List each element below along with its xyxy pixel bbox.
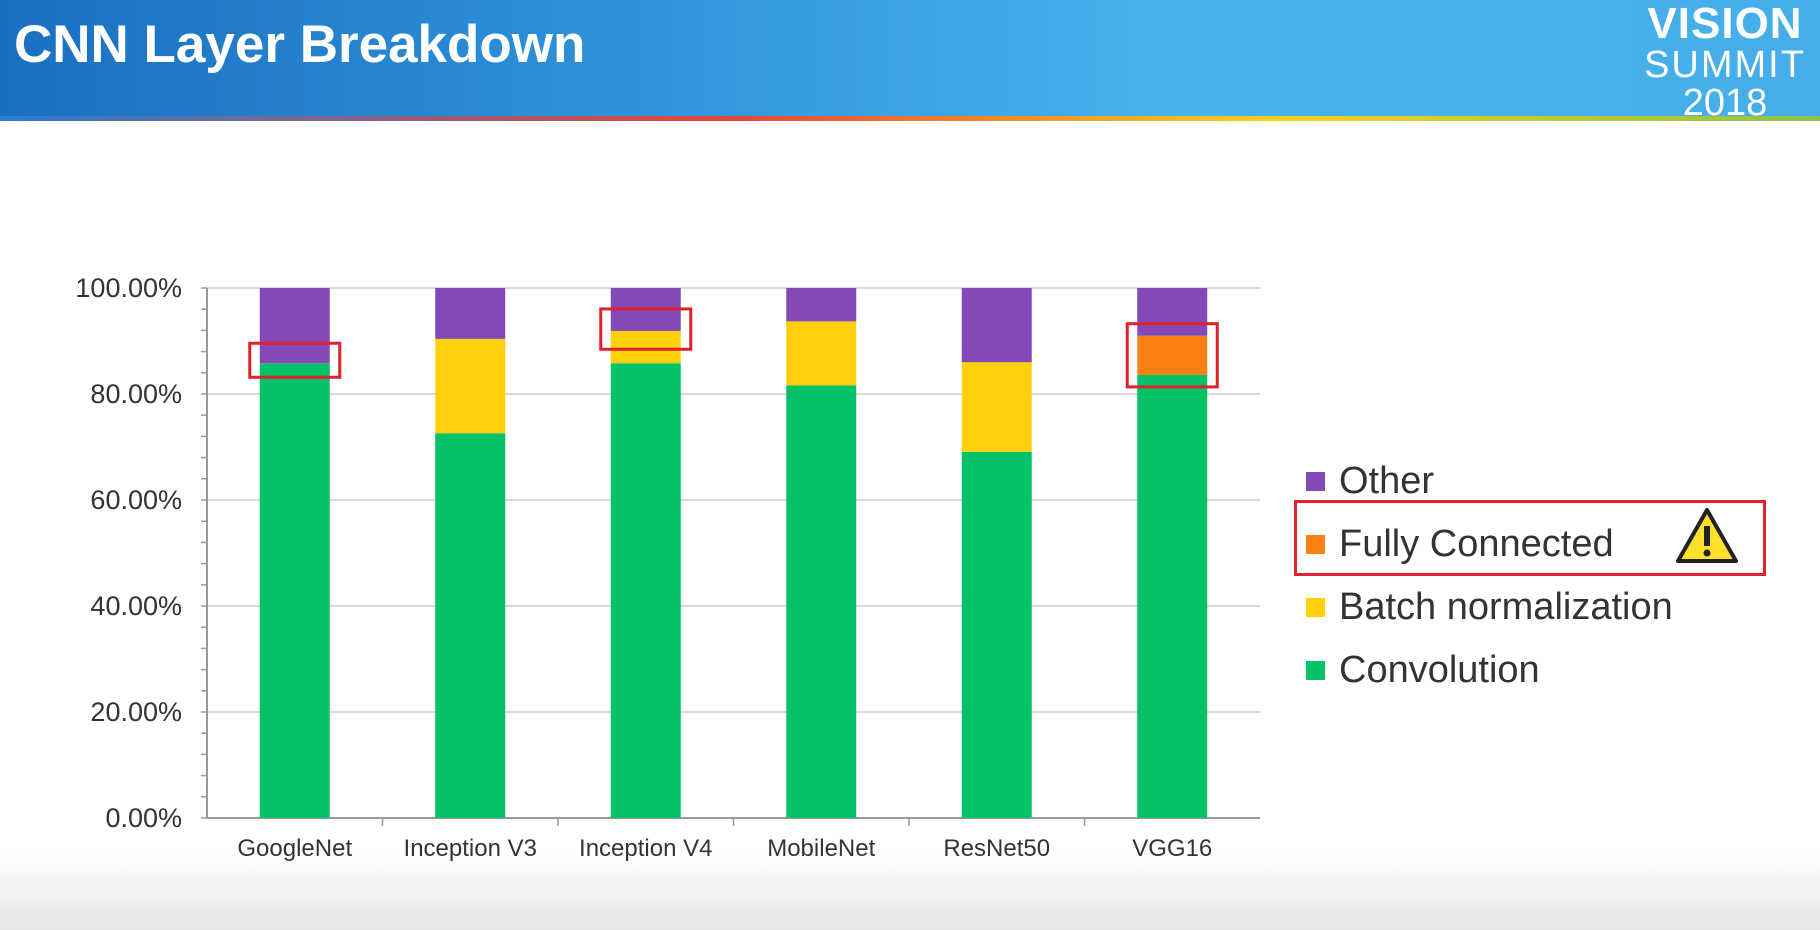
highlight-box: [1125, 322, 1219, 389]
legend-swatch: [1306, 535, 1325, 554]
warning-icon: [1676, 508, 1738, 563]
bar-segment-convolution: [259, 363, 330, 818]
bar-segment-batch-normalization: [961, 362, 1032, 452]
bar-segment-batch-normalization: [610, 330, 681, 364]
bar-segment-batch-normalization: [435, 338, 506, 434]
legend-swatch: [1306, 472, 1325, 491]
y-tick-label: 20.00%: [90, 697, 182, 727]
bar-segment-convolution: [961, 451, 1032, 818]
bar-segment-convolution: [786, 385, 857, 818]
legend-label: Batch normalization: [1339, 586, 1673, 628]
bar-segment-convolution: [1137, 374, 1208, 818]
bar-segment-other: [435, 288, 506, 339]
y-tick-label: 60.00%: [90, 485, 182, 515]
x-category-label: GoogleNet: [237, 835, 352, 862]
bar-segment-fully-connected: [1137, 335, 1208, 375]
x-category-label: Inception V3: [404, 835, 537, 862]
bottom-fade: [0, 850, 1820, 930]
bar-segment-convolution: [435, 433, 506, 818]
legend-label: Fully Connected: [1339, 523, 1614, 565]
legend-label: Other: [1339, 460, 1435, 502]
bar-segment-convolution: [610, 363, 681, 818]
bar-segment-batch-normalization: [786, 321, 857, 386]
x-category-label: VGG16: [1132, 835, 1212, 862]
y-tick-label: 80.00%: [90, 379, 182, 409]
highlight-box: [248, 341, 342, 379]
bar-segment-other: [961, 288, 1032, 363]
legend-swatch: [1306, 598, 1325, 617]
x-category-label: MobileNet: [767, 835, 875, 862]
bar-segment-other: [259, 288, 330, 364]
y-tick-label: 40.00%: [90, 591, 182, 621]
slide-title: CNN Layer Breakdown: [14, 15, 586, 74]
legend-highlight-box: [1294, 500, 1766, 576]
legend: Other Fully Connected Batch normalization C…: [1306, 450, 1673, 702]
highlight-box: [599, 307, 693, 351]
header-accent-line: [0, 116, 1820, 121]
legend-item: Batch normalization: [1306, 576, 1673, 639]
legend-item: Other: [1306, 450, 1673, 513]
legend-item: Convolution: [1306, 639, 1673, 702]
vision-summit-logo: VISION SUMMIT 2018: [1644, 0, 1806, 124]
legend-swatch: [1306, 661, 1325, 680]
x-category-label: Inception V4: [579, 835, 712, 862]
bar-segment-other: [1137, 288, 1208, 336]
legend-label: Convolution: [1339, 649, 1540, 691]
x-category-label: ResNet50: [943, 835, 1050, 862]
y-tick-label: 0.00%: [105, 803, 182, 833]
slide-header: CNN Layer Breakdown VISION SUMMIT 2018: [0, 0, 1820, 124]
y-tick-label: 100.00%: [75, 273, 182, 303]
bar-segment-other: [786, 288, 857, 322]
legend-item: Fully Connected: [1306, 513, 1673, 576]
